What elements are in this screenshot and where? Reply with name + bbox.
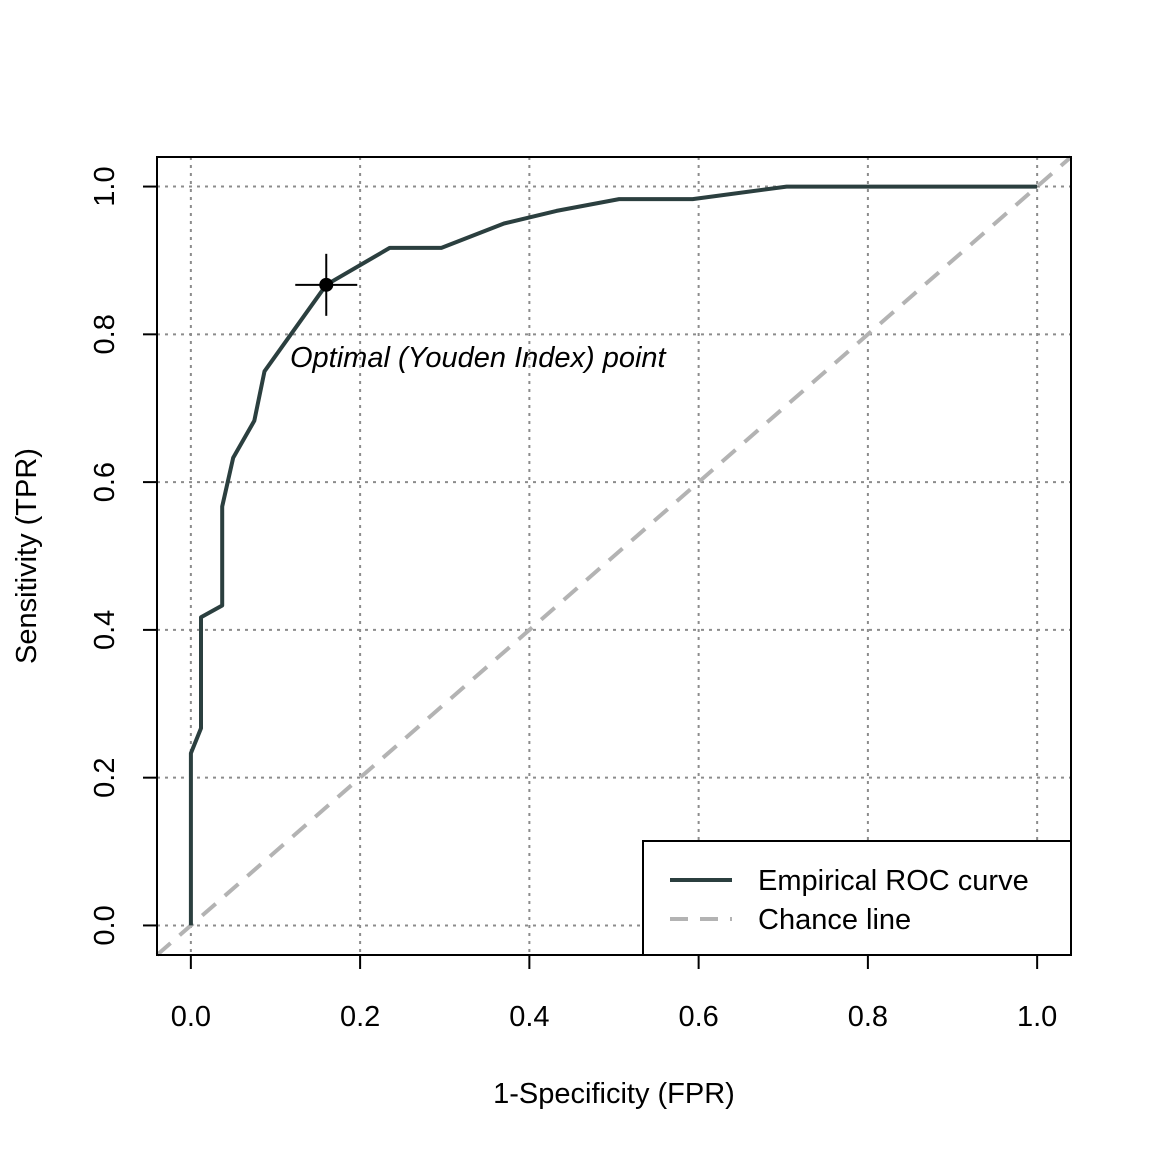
- x-tick-label: 0.2: [340, 1001, 380, 1033]
- y-tick-label: 0.2: [89, 758, 121, 798]
- legend-label-roc: Empirical ROC curve: [758, 865, 1029, 897]
- chance-line-layer: [155, 155, 1073, 957]
- y-axis: 0.0 0.2 0.4 0.6 0.8 1.0: [89, 166, 157, 946]
- grid-lines: [157, 157, 1071, 955]
- legend-label-chance: Chance line: [758, 904, 911, 936]
- x-tick-label: 1.0: [1017, 1001, 1057, 1033]
- roc-curve-layer: [188, 184, 1038, 926]
- y-tick-label: 0.6: [89, 462, 121, 502]
- y-tick-label: 0.4: [89, 610, 121, 650]
- optimal-point-annotation: Optimal (Youden Index) point: [290, 342, 668, 374]
- x-tick-label: 0.0: [171, 1001, 211, 1033]
- legend-box: [642, 840, 1072, 956]
- x-tick-label: 0.8: [848, 1001, 888, 1033]
- optimal-point-marker: [319, 277, 334, 292]
- roc-curve-line: [188, 184, 1038, 926]
- y-tick-label: 0.0: [89, 905, 121, 945]
- x-tick-label: 0.4: [509, 1001, 549, 1033]
- plot-frame: [156, 156, 1072, 956]
- optimal-point-layer: [295, 253, 358, 316]
- y-axis-title: Sensitivity (TPR): [11, 448, 43, 664]
- chance-line: [155, 155, 1073, 957]
- x-axis: 0.0 0.2 0.4 0.6 0.8 1.0: [171, 955, 1057, 1033]
- x-axis-title: 1-Specificity (FPR): [493, 1078, 735, 1110]
- x-tick-label: 0.6: [678, 1001, 718, 1033]
- legend: Empirical ROC curve Chance line: [642, 840, 1072, 956]
- y-tick-label: 1.0: [89, 166, 121, 206]
- y-tick-label: 0.8: [89, 314, 121, 354]
